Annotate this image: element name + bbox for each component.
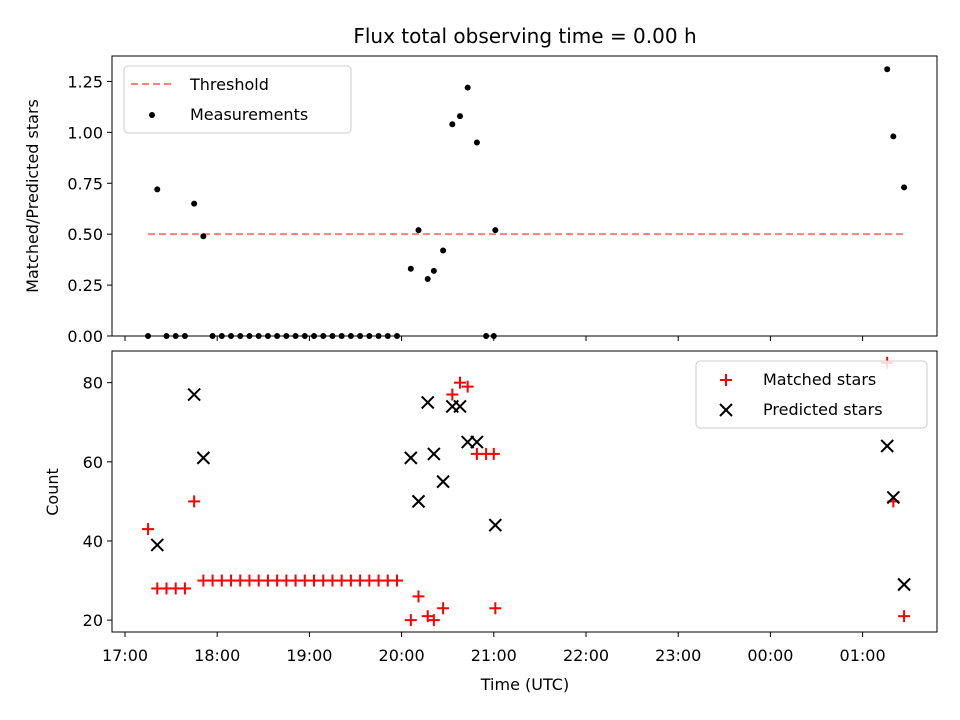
predicted-star-point-b bbox=[488, 518, 503, 532]
matched-star-point bbox=[188, 495, 201, 508]
bottom-legend-box bbox=[695, 360, 928, 429]
measurement-point bbox=[901, 184, 908, 191]
predicted-star-point bbox=[411, 494, 426, 509]
predicted-star-point-b bbox=[427, 447, 441, 461]
legend-predicted-swatch bbox=[719, 403, 733, 417]
matched-star-point bbox=[446, 388, 459, 401]
matched-star-point bbox=[412, 590, 425, 603]
predicted-star-point-b bbox=[436, 474, 450, 489]
legend-threshold-label: Threshold bbox=[189, 75, 269, 94]
top-y-tick-label: 1.25 bbox=[67, 72, 103, 91]
measurement-point bbox=[407, 265, 414, 272]
top-legend: Threshold Measurements bbox=[123, 65, 352, 134]
measurement-point bbox=[884, 66, 891, 73]
top-y-tick-label: 0.00 bbox=[67, 327, 103, 346]
bottom-y-tick-label: 40 bbox=[83, 532, 103, 551]
matched-star-point bbox=[404, 614, 417, 627]
legend-matched-swatch bbox=[720, 374, 732, 386]
matched-star-point bbox=[461, 380, 474, 393]
matched-star-point bbox=[427, 614, 440, 627]
matched-star-point bbox=[178, 582, 191, 595]
predicted-star-point bbox=[897, 577, 911, 592]
bottom-panel: 20 40 60 80 17:00 18:00 19:00 20:00 21:00 22:00 23… bbox=[83, 350, 938, 665]
bottom-plot-frame bbox=[111, 350, 938, 633]
measurement-point bbox=[200, 233, 207, 240]
predicted-star-point bbox=[427, 447, 441, 461]
measurement-point bbox=[449, 121, 456, 128]
bottom-y-tick-label: 20 bbox=[83, 611, 103, 630]
measurement-point bbox=[415, 227, 422, 234]
matched-star-point bbox=[453, 376, 466, 389]
predicted-star-point bbox=[488, 518, 503, 532]
measurement-point bbox=[492, 227, 499, 234]
measurement-point bbox=[424, 275, 431, 282]
predicted-star-point bbox=[404, 451, 418, 465]
matched-star-point bbox=[437, 602, 450, 615]
predicted-star-point-b bbox=[897, 577, 911, 592]
legend-matched-label: Matched stars bbox=[763, 370, 876, 389]
top-y-tick-label: 0.25 bbox=[67, 276, 103, 295]
predicted-star-point bbox=[436, 474, 450, 489]
chart-title: Flux total observing time = 0.00 h bbox=[353, 24, 696, 48]
top-y-tick-label: 0.75 bbox=[67, 174, 103, 193]
predicted-star-point-b bbox=[453, 399, 467, 414]
predicted-star-point bbox=[187, 387, 201, 402]
matched-star-point bbox=[421, 610, 434, 623]
predicted-star-point bbox=[880, 439, 894, 453]
legend-measurements-label: Measurements bbox=[190, 105, 308, 124]
predicted-star-point-b bbox=[421, 395, 435, 410]
measurement-point bbox=[430, 267, 437, 274]
top-y-tick-label: 0.50 bbox=[67, 225, 103, 244]
legend-predicted-swatch-b bbox=[719, 403, 733, 417]
measurement-point bbox=[473, 139, 480, 146]
predicted-star-point-b bbox=[411, 494, 426, 509]
legend-measurements-swatch bbox=[149, 112, 155, 118]
matched-star-point bbox=[487, 447, 500, 460]
predicted-star-point-b bbox=[470, 435, 484, 449]
top-y-axis-label: Matched/Predicted stars bbox=[23, 99, 42, 293]
predicted-star-point bbox=[453, 399, 467, 414]
measurement-point bbox=[154, 186, 161, 193]
predicted-star-point-b bbox=[196, 451, 211, 465]
matched-star-point bbox=[489, 602, 502, 615]
x-tick-label: 21:00 bbox=[471, 646, 517, 665]
matched-star-point bbox=[390, 574, 403, 587]
x-tick-label: 17:00 bbox=[102, 646, 148, 665]
predicted-star-point bbox=[886, 490, 901, 505]
predicted-star-point-b bbox=[187, 387, 201, 402]
matched-star-point bbox=[898, 610, 911, 623]
x-tick-label: 00:00 bbox=[747, 646, 793, 665]
x-tick-label: 01:00 bbox=[840, 646, 886, 665]
top-y-tick-label: 1.00 bbox=[67, 123, 103, 142]
bottom-y-tick-label: 60 bbox=[83, 453, 103, 472]
top-legend-box bbox=[123, 65, 352, 134]
matched-star-point bbox=[142, 523, 155, 536]
predicted-star-point-b bbox=[150, 538, 164, 552]
predicted-star-point bbox=[150, 538, 164, 552]
bottom-legend: Matched stars Predicted stars bbox=[695, 360, 928, 429]
predicted-star-point bbox=[470, 435, 484, 449]
measurement-point bbox=[464, 84, 471, 91]
x-axis-label: Time (UTC) bbox=[480, 675, 569, 694]
x-tick-label: 20:00 bbox=[379, 646, 425, 665]
x-tick-label: 23:00 bbox=[655, 646, 701, 665]
legend-predicted-label: Predicted stars bbox=[763, 400, 883, 419]
bottom-y-axis-label: Count bbox=[43, 468, 62, 516]
top-plot-frame bbox=[111, 55, 938, 337]
predicted-star-point-b bbox=[880, 439, 894, 453]
x-tick-label: 19:00 bbox=[286, 646, 332, 665]
measurement-point bbox=[890, 133, 897, 140]
predicted-star-point-b bbox=[886, 490, 901, 505]
measurement-point bbox=[440, 247, 447, 254]
predicted-star-point bbox=[421, 395, 435, 410]
x-tick-label: 22:00 bbox=[563, 646, 609, 665]
measurement-point bbox=[456, 113, 463, 120]
bottom-y-tick-label: 80 bbox=[83, 374, 103, 393]
predicted-star-point bbox=[196, 451, 211, 465]
predicted-star-point-b bbox=[404, 451, 418, 465]
measurement-point bbox=[191, 200, 198, 207]
x-tick-label: 18:00 bbox=[194, 646, 240, 665]
top-panel: 0.00 0.25 0.50 0.75 1.00 1.25 Threshold Measure… bbox=[67, 55, 938, 346]
